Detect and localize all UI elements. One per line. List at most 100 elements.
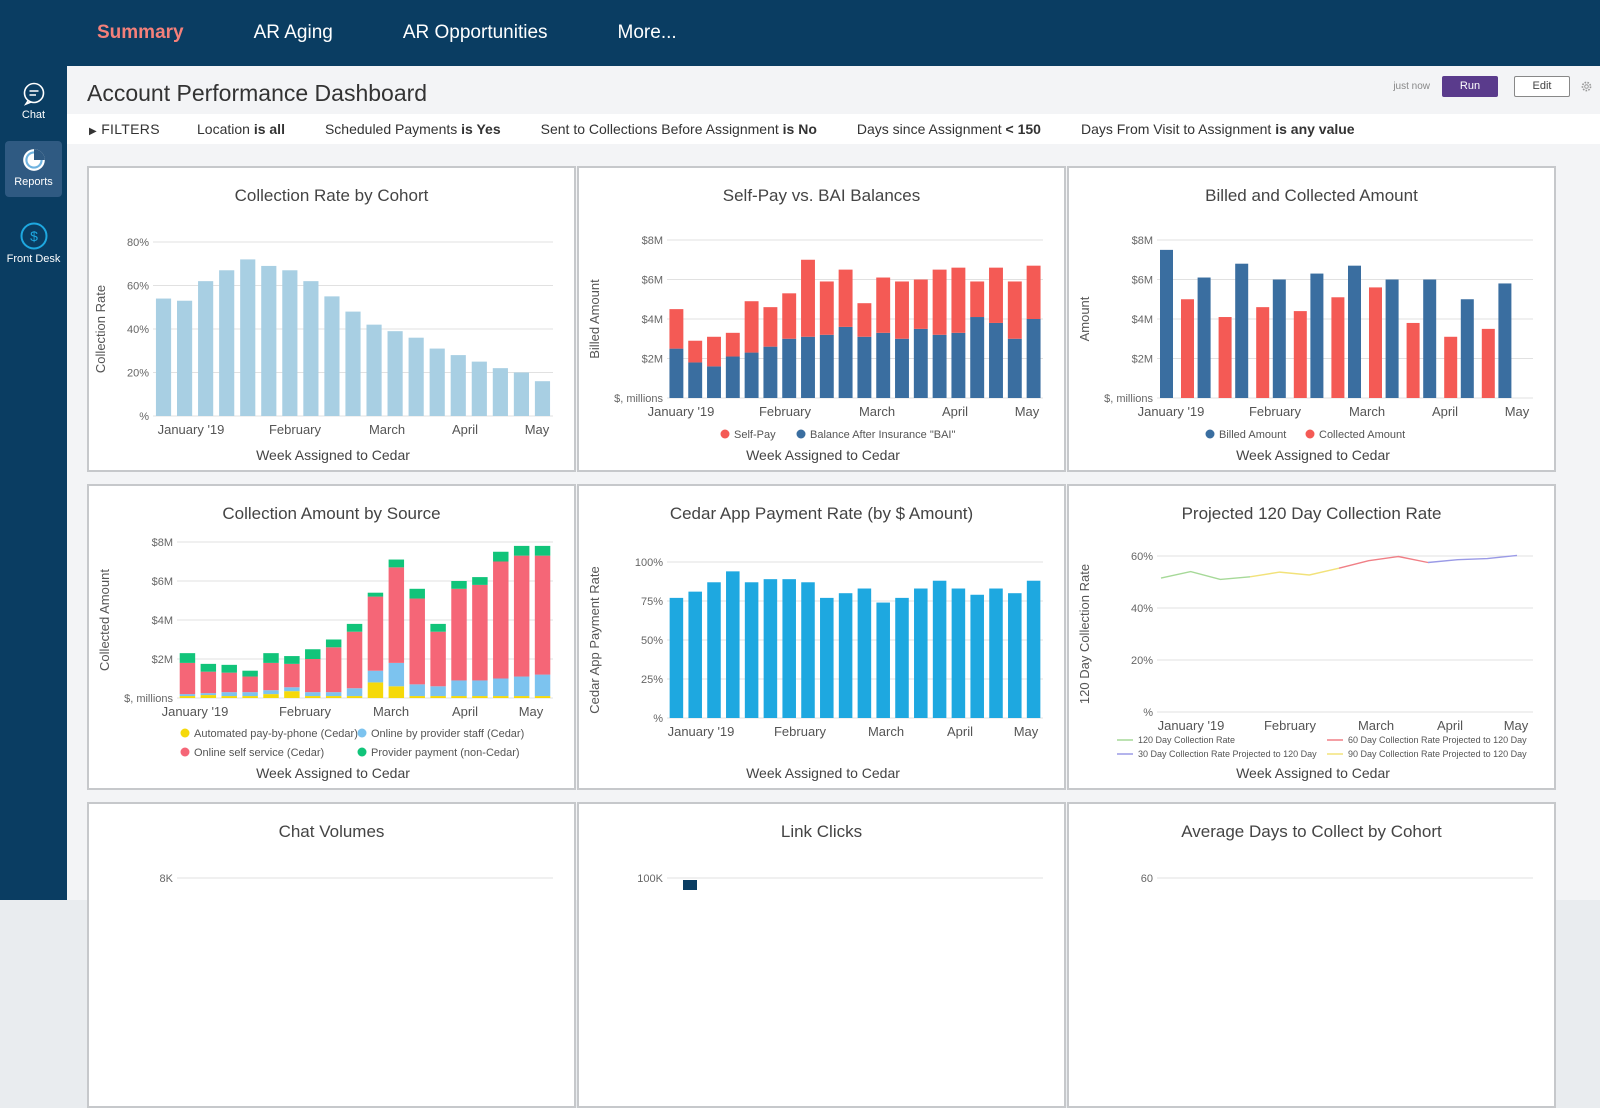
card-projected-120[interactable]: Projected 120 Day Collection Rate % 20% 40… xyxy=(1067,484,1556,790)
x-tick-label: February xyxy=(1264,718,1317,733)
card-link-clicks[interactable]: Link Clicks 100K xyxy=(577,802,1066,1108)
y-tick-label: $, millions xyxy=(124,693,173,705)
card-title: Chat Volumes xyxy=(278,822,385,841)
y-axis-label: Amount xyxy=(1077,296,1092,341)
bar-segment xyxy=(221,692,237,697)
bar-segment xyxy=(838,326,853,398)
bar-segment xyxy=(688,362,703,398)
filters-label: FILTERS xyxy=(101,121,160,137)
x-tick-label: January '19 xyxy=(162,704,229,719)
tab-summary[interactable]: Summary xyxy=(97,22,184,43)
bar xyxy=(726,571,740,718)
card-billed-collected[interactable]: Billed and Collected Amount $, millions $… xyxy=(1067,166,1556,472)
bar-segment xyxy=(346,696,363,698)
bar-billed xyxy=(1460,299,1474,398)
tab-ar-aging[interactable]: AR Aging xyxy=(253,22,333,43)
sidebar-item-front-desk[interactable]: $ Front Desk xyxy=(5,216,62,272)
bar-segment xyxy=(951,332,966,398)
edit-button[interactable]: Edit xyxy=(1514,75,1570,97)
x-tick-label: April xyxy=(947,724,973,739)
y-tick-label: 8K xyxy=(160,873,174,885)
bar-segment xyxy=(200,693,217,696)
caret-right-icon: ▶ xyxy=(89,126,97,137)
x-tick-label: February xyxy=(269,422,322,437)
tab-more[interactable]: More... xyxy=(617,22,677,43)
y-tick-label: 60 xyxy=(1141,873,1153,885)
bar-segment xyxy=(221,672,237,693)
y-tick-label: $8M xyxy=(1132,235,1153,247)
legend-label: 120 Day Collection Rate xyxy=(1138,735,1235,745)
bar xyxy=(303,281,319,416)
bar-collected xyxy=(1256,307,1270,398)
bar-segment xyxy=(989,267,1003,323)
card-title: Average Days to Collect by Cohort xyxy=(1181,822,1442,841)
card-self-pay-bai[interactable]: Self-Pay vs. BAI Balances $, millions $2M… xyxy=(577,166,1066,472)
bar-segment xyxy=(325,696,342,698)
legend-label: Provider payment (non-Cedar) xyxy=(371,747,520,759)
filter-days-since-assignment[interactable]: Days since Assignment < 150 xyxy=(856,121,1041,137)
bar-segment xyxy=(430,623,446,632)
bar xyxy=(707,582,721,718)
y-tick-label: $4M xyxy=(642,314,663,326)
filters-toggle[interactable]: ▶ FILTERS xyxy=(89,121,197,137)
y-axis-label: Collected Amount xyxy=(97,569,112,671)
filter-sent-to-collections[interactable]: Sent to Collections Before Assignment is… xyxy=(540,121,817,137)
series-line xyxy=(1160,570,1251,581)
gear-icon[interactable] xyxy=(1580,80,1593,93)
bar-segment xyxy=(451,588,467,681)
header-actions: just now Run Edit xyxy=(1393,74,1600,98)
bar-segment xyxy=(305,696,321,698)
y-tick-label: 100K xyxy=(637,873,663,885)
bar-segment xyxy=(325,692,342,697)
filter-location[interactable]: Location is all xyxy=(197,121,285,137)
bar-segment xyxy=(857,336,872,398)
y-tick-label: % xyxy=(653,713,663,725)
bar-segment xyxy=(179,662,196,695)
card-app-payment-rate[interactable]: Cedar App Payment Rate (by $ Amount) % 25… xyxy=(577,484,1066,790)
x-tick-label: January '19 xyxy=(158,422,225,437)
sidebar: Chat Reports $ Front Desk xyxy=(0,66,67,900)
sidebar-item-reports[interactable]: Reports xyxy=(5,141,62,197)
chat-icon xyxy=(23,82,44,106)
card-collection-rate[interactable]: Collection Rate by Cohort % 20% 40% 60% 80% C… xyxy=(87,166,576,472)
bar-segment xyxy=(409,684,425,697)
bar-segment xyxy=(513,545,530,556)
bar-segment xyxy=(819,281,834,335)
bar-segment xyxy=(472,680,488,697)
bar-segment xyxy=(1026,319,1041,398)
bar-segment xyxy=(451,581,467,589)
bar-segment xyxy=(951,267,966,333)
x-tick-label: February xyxy=(759,404,812,419)
bar-segment xyxy=(744,301,759,353)
bar-segment xyxy=(430,631,446,687)
tab-ar-opportunities[interactable]: AR Opportunities xyxy=(402,22,548,43)
run-button[interactable]: Run xyxy=(1442,75,1498,97)
billed-collected-chart: $, millions $2M $4M $6M $8M Amount January '19… xyxy=(1077,235,1533,463)
bar-segment xyxy=(707,366,721,398)
bar xyxy=(450,355,466,416)
bar-segment xyxy=(263,694,279,698)
legend-label: Online by provider staff (Cedar) xyxy=(371,728,524,740)
y-tick-label: $8M xyxy=(152,537,173,549)
card-avg-days[interactable]: Average Days to Collect by Cohort 60 xyxy=(1067,802,1556,1108)
bar-segment xyxy=(876,332,891,398)
y-tick-label: 60% xyxy=(1131,551,1153,563)
sidebar-item-label: Front Desk xyxy=(6,253,61,265)
series-line xyxy=(1427,554,1518,564)
app-payment-rate-chart: % 25% 50% 75% 100% Cedar App Payment Rate Janu… xyxy=(587,557,1043,781)
y-tick-label: $8M xyxy=(642,235,663,247)
x-tick-label: May xyxy=(1504,718,1529,733)
y-tick-label: 80% xyxy=(127,237,149,249)
bar-billed xyxy=(1235,263,1249,398)
card-chat-volumes[interactable]: Chat Volumes 8K xyxy=(87,802,576,1108)
series-line xyxy=(1249,567,1340,578)
filter-scheduled-payments[interactable]: Scheduled Payments is Yes xyxy=(324,121,501,137)
y-tick-label: $2M xyxy=(1132,354,1153,366)
bar xyxy=(198,281,214,416)
card-collection-by-source[interactable]: Collection Amount by Source $, millions $… xyxy=(87,484,576,790)
y-tick-label: $6M xyxy=(152,576,173,588)
sidebar-item-chat[interactable]: Chat xyxy=(5,76,62,132)
filter-days-from-visit[interactable]: Days From Visit to Assignment is any val… xyxy=(1080,121,1355,137)
bar xyxy=(282,270,298,416)
bar-segment xyxy=(472,577,488,585)
